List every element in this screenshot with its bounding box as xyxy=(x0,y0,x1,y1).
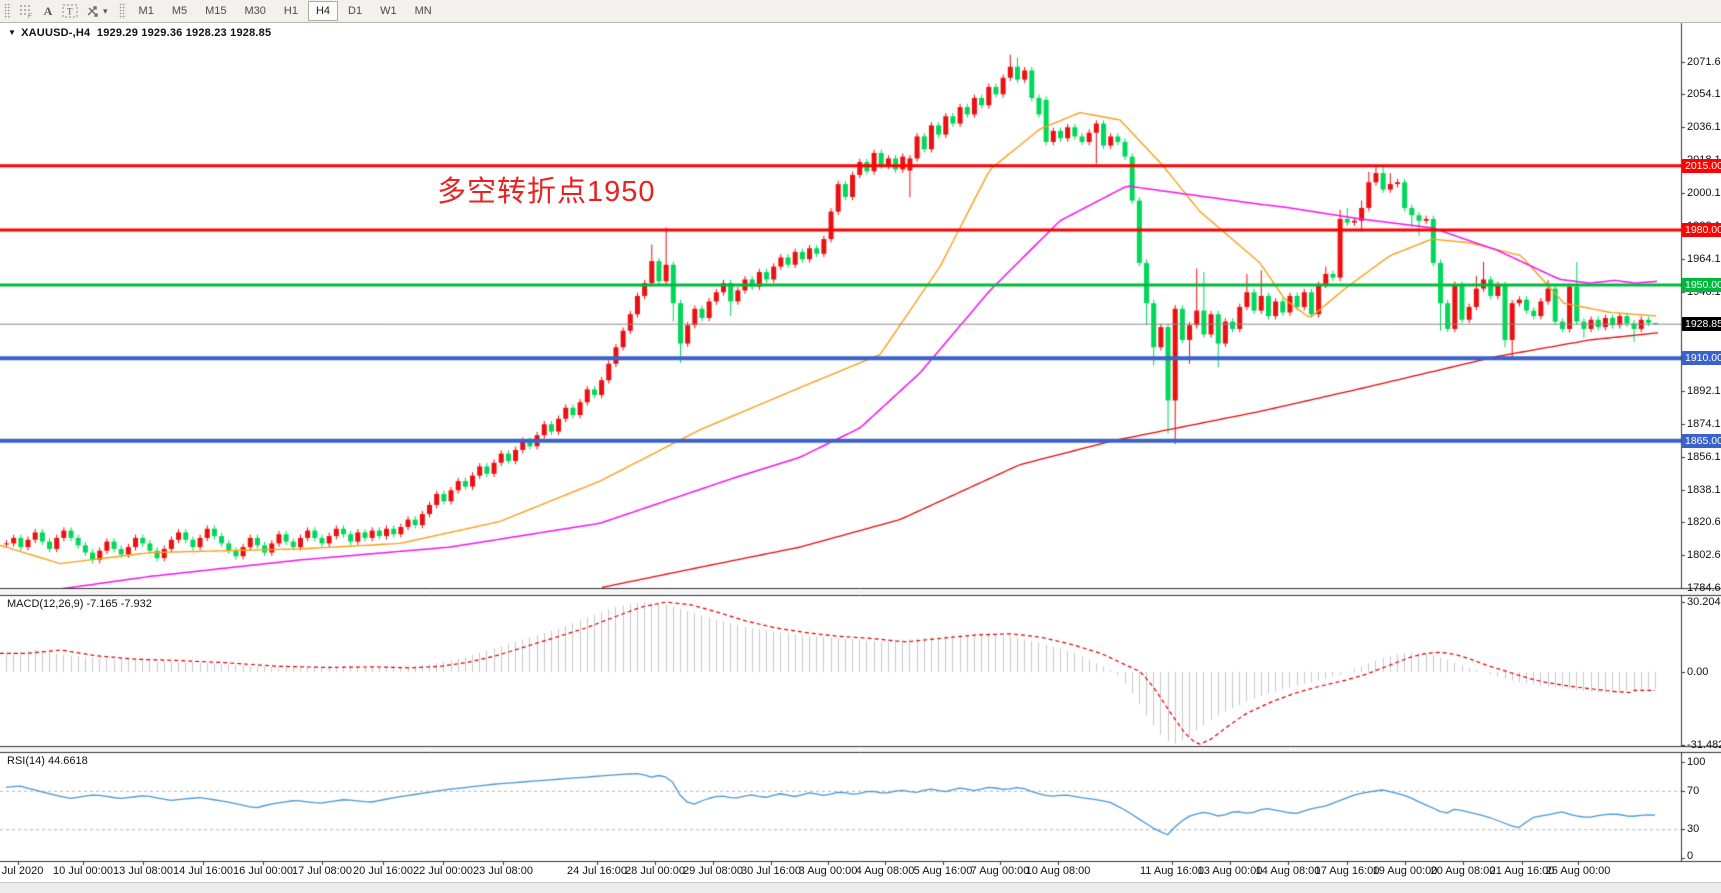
timeframe-button-MN[interactable]: MN xyxy=(414,5,432,17)
macd-tick-label: 30.204 xyxy=(1687,596,1721,608)
timeframe-button-H4[interactable]: H4 xyxy=(307,1,339,21)
time-axis-label: 20 Aug 08:00 xyxy=(1430,865,1496,877)
macd-indicator-label[interactable]: MACD(12,26,9) -7.165 -7.932 xyxy=(7,598,152,610)
time-axis-label: 20 Jul 16:00 xyxy=(353,865,413,877)
time-axis-label: 10 Aug 08:00 xyxy=(1025,865,1091,877)
time-axis-label: 29 Jul 08:00 xyxy=(683,865,743,877)
time-axis-label: 25 Aug 00:00 xyxy=(1545,865,1611,877)
timeframe-button-M30[interactable]: M30 xyxy=(244,5,266,17)
timeframe-button-W1[interactable]: W1 xyxy=(380,5,397,17)
time-axis-label: 10 Jul 00:00 xyxy=(53,865,113,877)
time-axis-label: 28 Jul 00:00 xyxy=(625,865,685,877)
time-axis-label: 4 Aug 08:00 xyxy=(855,865,915,877)
timeframe-button-M1[interactable]: M1 xyxy=(138,5,154,17)
price-tick-label: 1874.10 xyxy=(1687,418,1721,431)
time-axis-label: 17 Aug 16:00 xyxy=(1314,865,1380,877)
price-tick-label: 2054.10 xyxy=(1687,88,1721,101)
time-axis-label: 22 Jul 00:00 xyxy=(413,865,473,877)
time-axis-label: 5 Aug 16:00 xyxy=(913,865,973,877)
price-tick-label: 1964.10 xyxy=(1687,253,1721,266)
price-line-label[interactable]: 1910.00 xyxy=(1682,351,1721,366)
text-label-icon[interactable]: T xyxy=(60,2,80,20)
current-price-label: 1928.85 xyxy=(1682,316,1721,331)
macd-tick-label: -31.482 xyxy=(1687,739,1721,751)
timeframe-button-M5[interactable]: M5 xyxy=(171,5,188,17)
time-axis-label: 13 Aug 00:00 xyxy=(1197,865,1263,877)
time-axis-label: 17 Jul 08:00 xyxy=(292,865,352,877)
symbol-dropdown-icon[interactable]: ▼ xyxy=(8,28,17,37)
price-tick-label: 2036.10 xyxy=(1687,121,1721,134)
svg-text:T: T xyxy=(67,7,73,17)
time-axis-label: 24 Jul 16:00 xyxy=(567,865,627,877)
macd-tick-label: 0.00 xyxy=(1687,666,1709,678)
toolbar-drag-handle[interactable] xyxy=(4,3,11,19)
ohlc-values: 1929.29 1929.36 1928.23 1928.85 xyxy=(96,27,272,39)
dropdown-caret-icon[interactable]: ▾ xyxy=(103,5,108,16)
chart-grid-icon[interactable]: F xyxy=(16,2,36,20)
rsi-tick-label: 70 xyxy=(1687,784,1700,797)
rsi-indicator-label[interactable]: RSI(14) 44.6618 xyxy=(7,755,88,767)
cursor-arrows-icon[interactable] xyxy=(82,2,102,20)
price-tick-label: 1802.60 xyxy=(1687,549,1721,562)
time-axis-label: 11 Aug 16:00 xyxy=(1139,865,1205,877)
time-axis-label: 7 Aug 00:00 xyxy=(970,865,1030,877)
time-axis-label: 3 Aug 00:00 xyxy=(798,865,858,877)
rsi-tick-label: 0 xyxy=(1687,850,1694,862)
time-axis-label: 23 Jul 08:00 xyxy=(473,865,533,877)
svg-text:F: F xyxy=(28,14,32,18)
rsi-tick-label: 100 xyxy=(1687,756,1706,768)
toolbar: F A T ▾ M1 M5 M15 M30 H1 H4 D1 W1 MN xyxy=(0,0,1721,23)
price-tick-label: 1856.10 xyxy=(1687,451,1721,464)
timeframe-group: M1 M5 M15 M30 H1 H4 D1 W1 MN xyxy=(130,1,441,21)
price-tick-label: 1784.60 xyxy=(1687,582,1721,595)
time-axis-label: 14 Aug 08:00 xyxy=(1255,865,1321,877)
time-axis-label: 19 Aug 00:00 xyxy=(1372,865,1438,877)
toolbar-drag-handle-2[interactable] xyxy=(118,3,126,19)
timeframe-button-H1[interactable]: H1 xyxy=(283,5,298,17)
time-axis-label: 30 Jul 16:00 xyxy=(741,865,801,877)
time-axis-label: 14 Jul 16:00 xyxy=(173,865,233,877)
rsi-tick-label: 30 xyxy=(1687,823,1700,836)
timeframe-button-D1[interactable]: D1 xyxy=(348,5,363,17)
time-axis-label: 21 Aug 16:00 xyxy=(1489,865,1555,877)
trend-annotation-text[interactable]: 多空转折点1950 xyxy=(437,176,656,208)
price-line-label[interactable]: 1865.00 xyxy=(1682,433,1721,448)
chart-title[interactable]: ▼ XAUUSD-,H4 1929.29 1929.36 1928.23 1928… xyxy=(8,27,271,39)
price-line-label[interactable]: 1950.00 xyxy=(1682,277,1721,292)
price-tick-label: 2000.10 xyxy=(1687,187,1721,200)
status-strip xyxy=(0,882,1721,893)
price-line-label[interactable]: 2015.00 xyxy=(1682,158,1721,173)
price-tick-label: 1838.10 xyxy=(1687,484,1721,497)
time-axis-label: 13 Jul 08:00 xyxy=(113,865,173,877)
time-axis-label: 8 Jul 2020 xyxy=(0,865,44,877)
timeframe-button-M15[interactable]: M15 xyxy=(205,5,227,17)
symbol-period-label: XAUUSD-,H4 xyxy=(21,27,91,39)
price-tick-label: 1892.10 xyxy=(1687,385,1721,398)
price-tick-label: 1820.60 xyxy=(1687,516,1721,529)
text-annotation-icon[interactable]: A xyxy=(43,3,53,18)
price-line-label[interactable]: 1980.00 xyxy=(1682,222,1721,237)
time-axis-label: 16 Jul 00:00 xyxy=(233,865,293,877)
price-tick-label: 2071.60 xyxy=(1687,56,1721,68)
